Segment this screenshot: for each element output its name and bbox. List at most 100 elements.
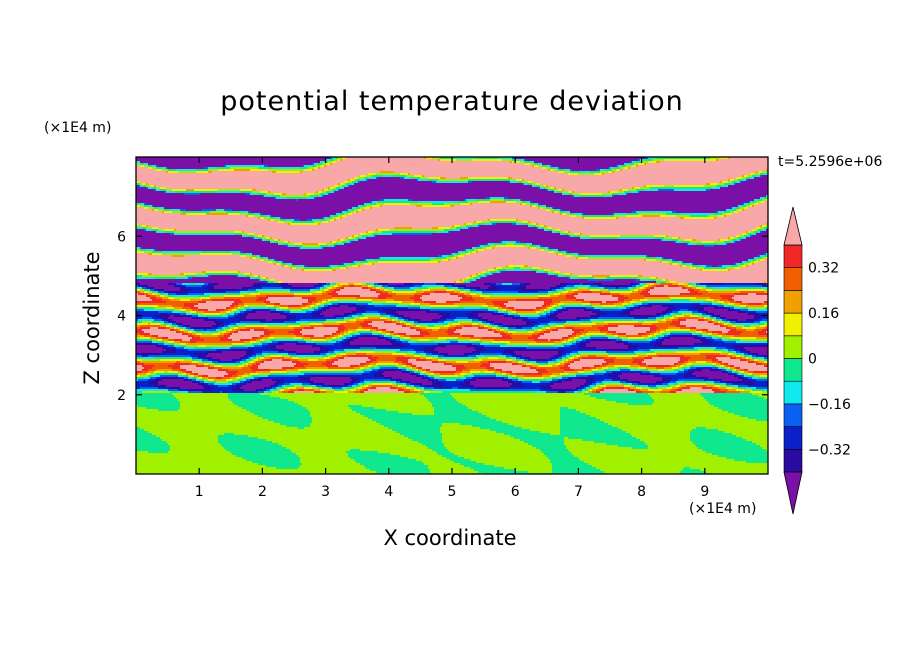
field-cell: [188, 377, 192, 380]
field-cell: [738, 371, 740, 374]
field-cell: [694, 305, 708, 308]
field-cell: [666, 337, 670, 340]
field-cell: [288, 223, 290, 226]
field-cell: [136, 203, 140, 206]
field-cell: [602, 291, 610, 294]
field-cell: [428, 399, 456, 402]
field-cell: [248, 377, 254, 380]
field-cell: [546, 369, 564, 372]
field-cell: [258, 415, 310, 418]
field-cell: [728, 181, 732, 184]
field-cell: [542, 305, 546, 308]
field-cell: [450, 393, 584, 396]
field-cell: [344, 349, 360, 352]
field-cell: [180, 289, 192, 292]
field-cell: [690, 215, 708, 218]
field-cell: [528, 343, 554, 346]
field-cell: [532, 365, 538, 368]
field-cell: [560, 339, 564, 342]
field-cell: [630, 293, 640, 296]
field-cell: [192, 333, 196, 336]
field-cell: [434, 379, 438, 382]
field-cell: [742, 265, 746, 268]
field-cell: [662, 377, 672, 380]
field-cell: [348, 385, 352, 388]
field-cell: [456, 257, 458, 260]
field-cell: [598, 317, 634, 320]
field-cell: [528, 265, 680, 268]
field-cell: [208, 171, 212, 174]
field-cell: [284, 387, 288, 390]
field-cell: [328, 305, 332, 308]
field-cell: [296, 387, 304, 390]
field-cell: [190, 311, 196, 314]
field-cell: [200, 335, 218, 338]
field-cell: [430, 401, 458, 404]
field-cell: [204, 329, 206, 332]
field-cell: [408, 371, 410, 374]
field-cell: [374, 375, 384, 378]
field-cell: [472, 251, 476, 254]
field-cell: [674, 185, 704, 188]
field-cell: [136, 363, 144, 366]
field-cell: [254, 361, 256, 364]
field-cell: [626, 193, 628, 196]
field-cell: [566, 285, 574, 288]
field-cell: [464, 307, 480, 310]
field-cell: [288, 283, 318, 286]
field-cell: [340, 385, 348, 388]
field-cell: [348, 315, 352, 318]
field-cell: [656, 331, 660, 334]
field-cell: [430, 377, 434, 380]
field-cell: [560, 415, 590, 418]
field-cell: [274, 193, 282, 196]
field-cell: [402, 317, 406, 320]
field-cell: [574, 191, 608, 194]
field-cell: [398, 367, 402, 370]
field-cell: [396, 293, 414, 296]
field-cell: [748, 303, 762, 306]
field-cell: [482, 413, 560, 416]
field-cell: [684, 375, 696, 378]
field-cell: [338, 189, 340, 192]
field-cell: [648, 369, 658, 372]
field-cell: [326, 191, 330, 194]
field-cell: [338, 285, 342, 288]
field-cell: [460, 299, 474, 302]
field-cell: [256, 257, 260, 260]
field-cell: [754, 317, 760, 320]
field-cell: [254, 329, 268, 332]
field-cell: [208, 381, 216, 384]
field-cell: [248, 381, 252, 384]
field-cell: [136, 419, 268, 422]
field-cell: [484, 245, 490, 248]
field-cell: [368, 231, 374, 234]
field-cell: [486, 275, 488, 278]
field-cell: [556, 381, 562, 384]
field-cell: [580, 359, 604, 362]
field-cell: [254, 283, 264, 286]
field-cell: [260, 339, 264, 342]
field-cell: [284, 241, 288, 244]
field-cell: [190, 327, 194, 330]
field-cell: [162, 169, 168, 172]
field-cell: [314, 389, 320, 392]
field-cell: [712, 301, 718, 304]
field-cell: [174, 307, 182, 310]
field-cell: [678, 239, 684, 242]
field-cell: [766, 331, 768, 334]
field-cell: [174, 327, 176, 330]
field-cell: [656, 317, 660, 320]
field-cell: [268, 219, 270, 222]
field-cell: [304, 265, 306, 268]
field-cell: [522, 181, 528, 184]
field-cell: [398, 303, 410, 306]
field-cell: [146, 249, 154, 252]
field-cell: [272, 261, 276, 264]
field-cell: [318, 309, 322, 312]
field-cell: [136, 175, 360, 178]
field-cell: [150, 289, 154, 292]
field-cell: [204, 331, 210, 334]
field-cell: [180, 331, 184, 334]
field-cell: [758, 171, 762, 174]
